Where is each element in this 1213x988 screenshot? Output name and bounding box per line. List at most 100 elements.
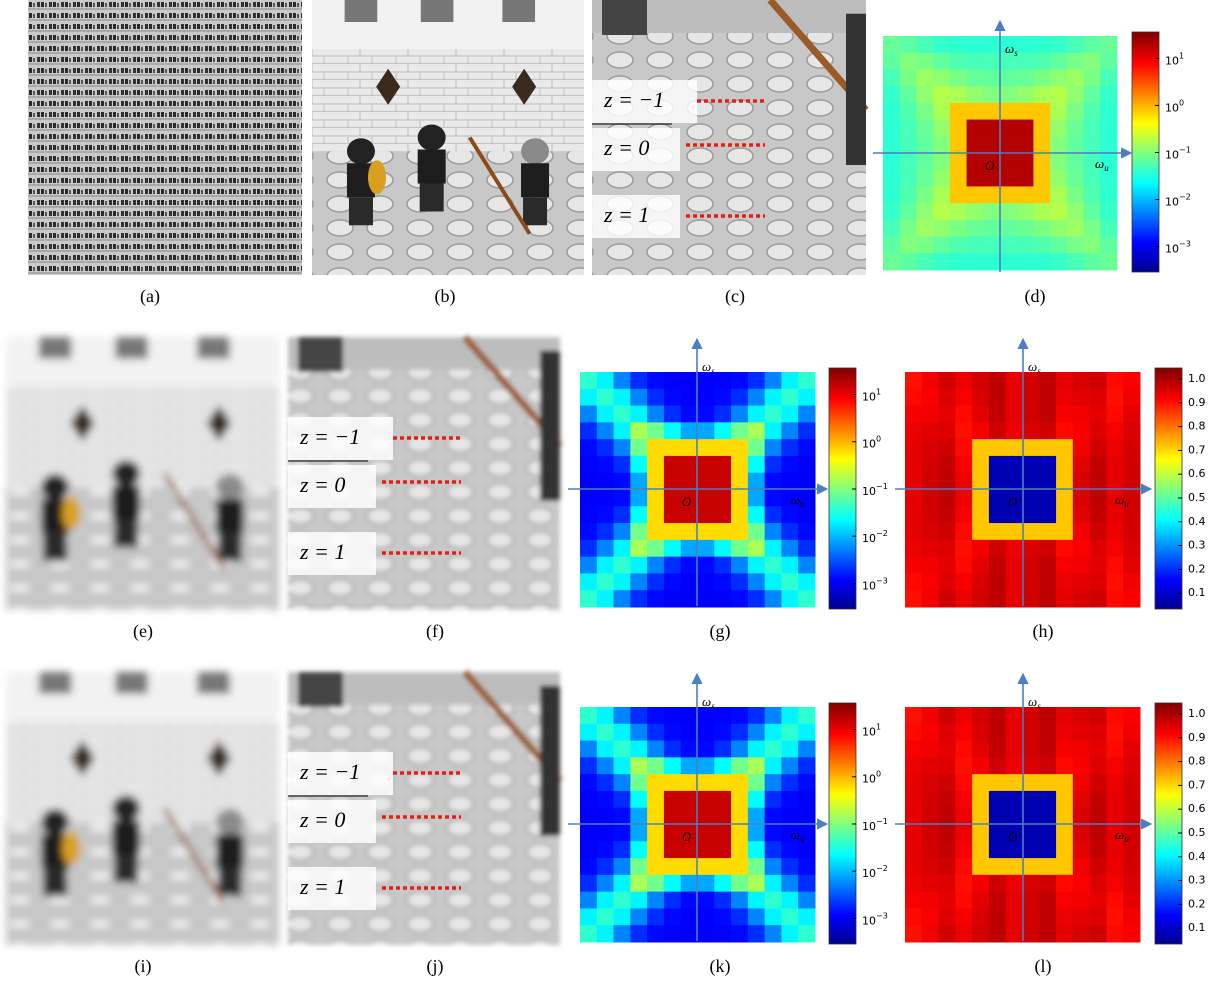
heat-cell	[714, 490, 731, 507]
heat-cell	[1073, 456, 1090, 473]
heat-cell	[916, 170, 933, 187]
heat-cell	[748, 791, 765, 808]
heat-cell	[916, 120, 933, 137]
heat-cell	[1123, 573, 1140, 590]
heat-cell	[698, 875, 715, 892]
heat-cell	[1006, 858, 1023, 875]
heat-cell	[1073, 523, 1090, 540]
colorbar-label: 10−2	[1165, 192, 1191, 209]
figure-part	[298, 672, 343, 707]
heat-cell	[798, 540, 815, 557]
heat-cell	[765, 774, 782, 791]
heat-cell	[580, 473, 597, 490]
heat-cell	[1039, 741, 1056, 758]
heat-cell	[916, 103, 933, 120]
heat-cell	[1100, 69, 1117, 86]
heat-cell	[698, 908, 715, 925]
heat-cell	[614, 490, 631, 507]
heat-cell	[955, 473, 972, 490]
heat-cell	[900, 69, 917, 86]
heat-cell	[905, 506, 922, 523]
heat-cell	[989, 406, 1006, 423]
heat-cell	[905, 406, 922, 423]
heat-cell	[647, 439, 664, 456]
heat-cell	[955, 825, 972, 842]
heat-cell	[1073, 841, 1090, 858]
heat-cell	[989, 439, 1006, 456]
heat-cell	[1056, 406, 1073, 423]
heat-cell	[1039, 473, 1056, 490]
heat-cell	[1000, 203, 1017, 220]
heat-cell	[1067, 36, 1084, 53]
heat-cell	[597, 707, 614, 724]
heat-cell	[1050, 186, 1067, 203]
heat-cell	[1123, 590, 1140, 607]
heat-cell	[597, 875, 614, 892]
heat-cell	[781, 858, 798, 875]
heat-cell	[955, 422, 972, 439]
colorbar-label: 0.4	[1188, 515, 1206, 528]
heat-cell	[983, 103, 1000, 120]
colorbar	[1155, 703, 1182, 944]
heat-cell	[1106, 774, 1123, 791]
heat-cell	[955, 841, 972, 858]
heat-cell	[955, 456, 972, 473]
sub: s	[1014, 48, 1018, 58]
heat-cell	[922, 456, 939, 473]
heat-cell	[781, 422, 798, 439]
heat-cell	[1073, 875, 1090, 892]
heat-cell	[597, 573, 614, 590]
heat-cell	[922, 892, 939, 909]
heat-cell	[922, 473, 939, 490]
heat-cell	[731, 791, 748, 808]
colorbar-label: 0.9	[1188, 731, 1206, 744]
heat-cell	[950, 186, 967, 203]
heat-cell	[630, 573, 647, 590]
colorbar-label: 1.0	[1188, 372, 1206, 385]
heat-cell	[1084, 103, 1101, 120]
heat-cell	[681, 557, 698, 574]
depth-label: z = 0	[299, 472, 345, 497]
heat-cell	[781, 757, 798, 774]
heat-cell	[922, 590, 939, 607]
heat-cell	[967, 237, 984, 254]
heat-cell	[1106, 456, 1123, 473]
heat-cell	[983, 53, 1000, 70]
origin: O	[682, 829, 692, 844]
heat-cell	[664, 741, 681, 758]
figure-head	[347, 138, 375, 164]
heat-cell	[765, 925, 782, 942]
heat-cell	[972, 757, 989, 774]
heat-cell	[1039, 858, 1056, 875]
heat-cell	[664, 540, 681, 557]
heat-cell	[1056, 456, 1073, 473]
heat-cell	[748, 741, 765, 758]
heat-cell	[1056, 774, 1073, 791]
heat-cell	[950, 86, 967, 103]
heat-cell	[922, 808, 939, 825]
heat-cell	[916, 36, 933, 53]
heat-cell	[731, 473, 748, 490]
heat-cell	[731, 825, 748, 842]
heat-cell	[900, 86, 917, 103]
heat-cell	[681, 439, 698, 456]
base: 10	[862, 532, 876, 545]
heat-cell	[1039, 389, 1056, 406]
heat-cell	[1106, 406, 1123, 423]
heat-cell	[1056, 875, 1073, 892]
omega: ω	[702, 359, 711, 374]
heat-cell	[900, 170, 917, 187]
heat-cell	[1056, 808, 1073, 825]
heat-cell	[1056, 557, 1073, 574]
heat-cell	[681, 406, 698, 423]
heat-cell	[1090, 590, 1107, 607]
heat-cell	[1090, 825, 1107, 842]
omega: ω	[1028, 694, 1037, 709]
axis-label: ωs	[702, 694, 715, 711]
exp: −1	[1179, 145, 1191, 154]
heat-cell	[939, 506, 956, 523]
heat-cell	[664, 707, 681, 724]
heat-cell	[933, 53, 950, 70]
heat-cell	[731, 506, 748, 523]
heat-cell	[1000, 69, 1017, 86]
